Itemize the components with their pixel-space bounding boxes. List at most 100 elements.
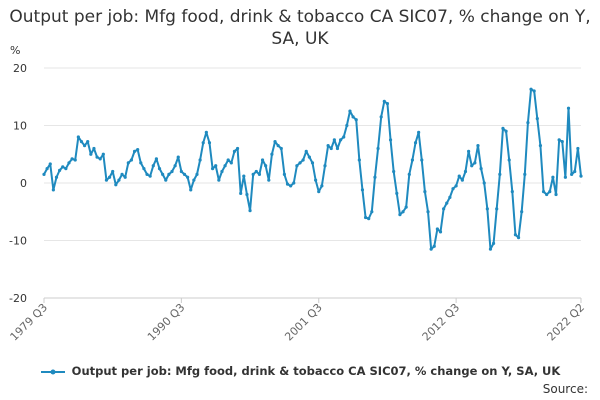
data-point[interactable] — [576, 146, 580, 151]
data-point[interactable] — [120, 172, 124, 176]
data-point[interactable] — [513, 233, 518, 237]
data-point[interactable] — [248, 209, 252, 213]
data-point[interactable] — [167, 172, 171, 176]
legend[interactable]: Output per job: Mfg food, drink & tobacc… — [0, 364, 600, 378]
data-point[interactable] — [48, 162, 52, 166]
data-point[interactable] — [86, 140, 90, 144]
data-point[interactable] — [342, 135, 346, 139]
data-point[interactable] — [58, 168, 62, 172]
data-point[interactable] — [548, 190, 552, 194]
data-point[interactable] — [267, 178, 271, 182]
data-point[interactable] — [179, 169, 183, 174]
data-point[interactable] — [136, 148, 140, 152]
data-point[interactable] — [117, 178, 121, 182]
data-point[interactable] — [289, 184, 293, 188]
data-point[interactable] — [379, 115, 383, 119]
data-point[interactable] — [535, 117, 539, 121]
data-point[interactable] — [245, 192, 249, 197]
data-point[interactable] — [282, 172, 287, 176]
data-point[interactable] — [220, 169, 224, 174]
data-point[interactable] — [251, 172, 255, 176]
data-point[interactable] — [95, 155, 99, 159]
data-point[interactable] — [142, 167, 146, 171]
data-point[interactable] — [335, 146, 340, 151]
data-point[interactable] — [432, 244, 436, 248]
data-point[interactable] — [426, 210, 430, 214]
data-point[interactable] — [410, 158, 415, 162]
data-point[interactable] — [495, 207, 499, 211]
data-point[interactable] — [92, 146, 96, 151]
data-point[interactable] — [61, 165, 65, 169]
data-point[interactable] — [470, 164, 474, 168]
data-point[interactable] — [392, 169, 396, 174]
data-point[interactable] — [307, 155, 311, 159]
data-point[interactable] — [214, 164, 218, 168]
data-point[interactable] — [326, 144, 330, 148]
data-point[interactable] — [382, 99, 386, 103]
data-point[interactable] — [507, 158, 511, 162]
data-point[interactable] — [210, 167, 215, 171]
data-point[interactable] — [445, 201, 449, 205]
data-point[interactable] — [351, 115, 355, 119]
data-point[interactable] — [54, 175, 59, 179]
data-point[interactable] — [295, 164, 299, 168]
data-point[interactable] — [566, 106, 571, 110]
data-point[interactable] — [132, 149, 137, 153]
data-point[interactable] — [354, 118, 358, 122]
data-point[interactable] — [407, 172, 411, 176]
data-point[interactable] — [498, 172, 502, 176]
data-point[interactable] — [73, 158, 77, 162]
data-point[interactable] — [79, 140, 84, 144]
data-point[interactable] — [51, 188, 55, 192]
data-point[interactable] — [401, 210, 405, 214]
data-point[interactable] — [235, 146, 240, 151]
data-point[interactable] — [217, 178, 221, 182]
data-point[interactable] — [304, 149, 308, 153]
data-point[interactable] — [317, 190, 321, 194]
data-point[interactable] — [463, 169, 468, 174]
data-point[interactable] — [229, 161, 233, 165]
data-point[interactable] — [423, 190, 427, 194]
data-point[interactable] — [529, 87, 533, 91]
data-point[interactable] — [195, 172, 199, 176]
data-point[interactable] — [454, 184, 458, 188]
data-point[interactable] — [76, 135, 80, 139]
data-point[interactable] — [579, 174, 583, 178]
data-point[interactable] — [348, 109, 352, 113]
data-point[interactable] — [488, 247, 493, 251]
data-point[interactable] — [363, 215, 368, 220]
data-point[interactable] — [482, 181, 486, 185]
data-point[interactable] — [189, 188, 193, 192]
data-point[interactable] — [501, 126, 505, 130]
data-point[interactable] — [70, 157, 74, 161]
data-point[interactable] — [126, 161, 130, 165]
data-point[interactable] — [413, 141, 418, 145]
data-point[interactable] — [388, 138, 393, 142]
data-point[interactable] — [270, 152, 274, 156]
data-point[interactable] — [376, 146, 380, 151]
data-point[interactable] — [173, 164, 177, 168]
data-point[interactable] — [201, 141, 205, 145]
data-point[interactable] — [314, 178, 318, 182]
data-point[interactable] — [64, 167, 68, 171]
data-point[interactable] — [373, 175, 377, 179]
data-point[interactable] — [395, 191, 399, 195]
data-point[interactable] — [467, 149, 471, 153]
data-point[interactable] — [104, 178, 109, 182]
data-point[interactable] — [145, 172, 149, 176]
data-point[interactable] — [523, 172, 527, 176]
data-point[interactable] — [560, 140, 564, 144]
data-point[interactable] — [551, 175, 555, 179]
data-point[interactable] — [532, 89, 536, 93]
data-point[interactable] — [82, 144, 87, 148]
data-point[interactable] — [157, 167, 162, 171]
data-point[interactable] — [451, 187, 455, 191]
data-point[interactable] — [573, 169, 577, 174]
data-point[interactable] — [192, 178, 196, 182]
data-point[interactable] — [329, 146, 333, 151]
data-point[interactable] — [101, 152, 105, 156]
data-point[interactable] — [420, 158, 424, 162]
data-point[interactable] — [148, 174, 152, 178]
data-point[interactable] — [98, 157, 102, 161]
data-point[interactable] — [264, 164, 268, 168]
